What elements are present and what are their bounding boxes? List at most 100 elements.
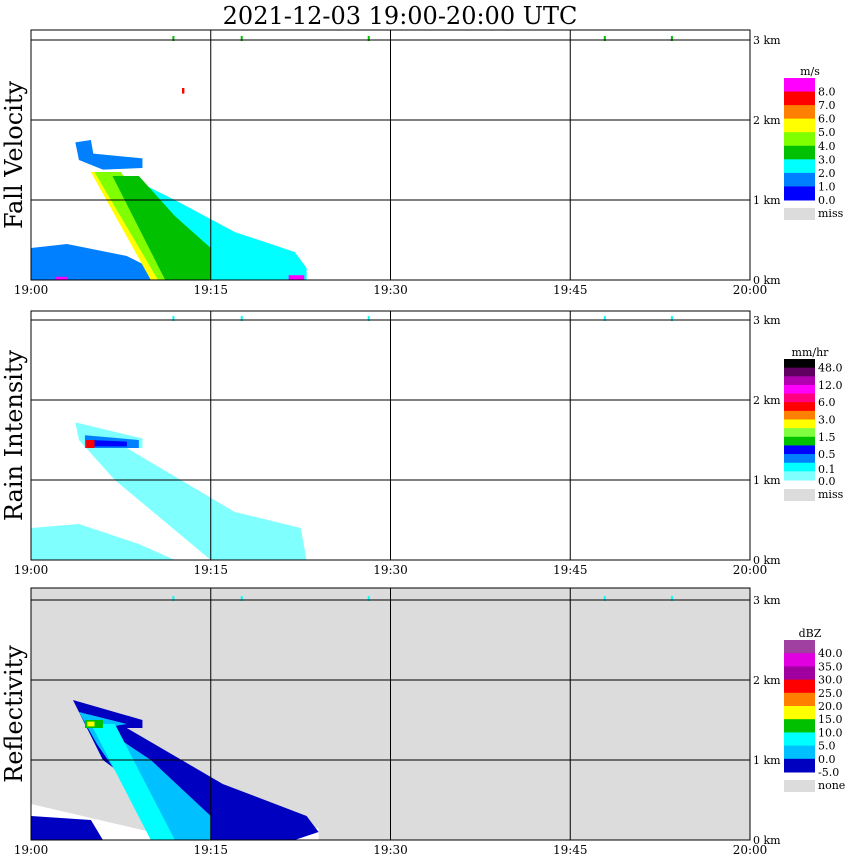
legend-label: 30.0 (818, 674, 843, 687)
y-tick-label: 0 km (753, 554, 781, 567)
legend-label: 5.0 (818, 740, 836, 753)
echo-region (75, 140, 143, 170)
figure-title: 2021-12-03 19:00-20:00 UTC (223, 2, 578, 30)
x-tick-label: 19:45 (553, 843, 588, 857)
echo-region (90, 440, 127, 447)
legend-miss-swatch (784, 208, 815, 220)
legend-swatch (784, 679, 815, 694)
legend-swatch (784, 91, 815, 106)
echo-speck (172, 596, 175, 601)
legend-swatch (784, 159, 815, 174)
legend-label: 5.0 (818, 126, 836, 139)
x-tick-label: 19:00 (14, 843, 49, 857)
legend-label: 48.0 (818, 362, 843, 375)
legend-label: 25.0 (818, 687, 843, 700)
legend-swatch (784, 186, 815, 201)
legend-unit: dBZ (799, 627, 822, 640)
legend-swatch (784, 132, 815, 147)
y-tick-label: 1 km (753, 194, 781, 207)
legend-swatch (784, 719, 815, 733)
y-tick-label: 3 km (753, 594, 781, 607)
panel-fall-velocity: 0 km 1 km 2 km 3 km 19:00 19:15 19:30 19:45 20:0… (0, 29, 844, 297)
legend-label: -5.0 (818, 766, 839, 779)
legend-label: 3.0 (818, 153, 836, 166)
legend-miss-swatch (784, 489, 815, 501)
legend-swatch (784, 118, 815, 133)
x-tick-label: 19:15 (193, 563, 228, 577)
legend-swatch (784, 145, 815, 160)
legend-swatch (784, 402, 815, 412)
echo-speck (603, 596, 606, 601)
y-axis-label: Rain Intensity (0, 350, 28, 522)
legend-swatch (784, 653, 815, 667)
y-tick-label: 0 km (753, 834, 781, 847)
echo-region (31, 816, 103, 840)
x-tick-label: 19:15 (193, 843, 228, 857)
x-tick-label: 19:00 (14, 283, 49, 297)
echo-speck (367, 596, 370, 601)
echo-region (54, 276, 67, 280)
panel-reflectivity: 0 km 1 km 2 km 3 km 19:00 19:15 19:30 19:45 20:0… (0, 587, 845, 857)
legend-label: 0.1 (818, 463, 836, 476)
x-tick-label: 19:15 (193, 283, 228, 297)
x-tick-label: 19:30 (373, 563, 408, 577)
y-tick-label: 2 km (753, 394, 781, 407)
legend-label: 1.5 (818, 431, 836, 444)
legend-label: 15.0 (818, 713, 843, 726)
legend-unit: mm/hr (792, 346, 830, 359)
legend-swatch (784, 692, 815, 707)
legend-swatch (784, 105, 815, 120)
y-tick-label: 3 km (753, 314, 781, 327)
y-tick-label: 2 km (753, 114, 781, 127)
y-axis-label: Reflectivity (0, 645, 28, 783)
legend-swatch (784, 172, 815, 187)
echo-speck (172, 36, 175, 41)
legend-swatch (784, 454, 815, 464)
legend-unit: m/s (800, 65, 820, 78)
y-axis-label: Fall Velocity (0, 81, 28, 230)
x-tick-label: 20:00 (733, 283, 768, 297)
legend-label: 1.0 (818, 180, 836, 193)
echo-speck (367, 36, 370, 41)
echo-speck (603, 36, 606, 41)
legend-swatch (784, 359, 815, 369)
y-tick-label: 1 km (753, 754, 781, 767)
legend-swatch (784, 666, 815, 681)
legend-label: 0.0 (818, 753, 836, 766)
echo-region (181, 88, 185, 94)
x-tick-label: 19:45 (553, 283, 588, 297)
legend-miss-swatch (784, 780, 815, 792)
echo-region (90, 724, 175, 840)
echo-speck (172, 316, 175, 321)
x-tick-label: 19:30 (373, 843, 408, 857)
legend-label: 35.0 (818, 660, 843, 673)
legend-label: 0.0 (818, 194, 836, 207)
legend-swatch (784, 410, 815, 420)
legend-swatch (784, 78, 815, 93)
legend-swatch (784, 393, 815, 403)
echo-region (87, 721, 95, 727)
x-tick-label: 19:45 (553, 563, 588, 577)
y-tick-label: 3 km (753, 34, 781, 47)
legend-swatch (784, 462, 815, 472)
legend-swatch (784, 376, 815, 386)
colorbar-legend: dBZ 40.035.030.025.020.015.010.05.00.0-5.… (784, 627, 845, 792)
legend-label: 40.0 (818, 647, 843, 660)
y-tick-label: 2 km (753, 674, 781, 687)
legend-label: 0.5 (818, 448, 836, 461)
legend-swatch (784, 758, 815, 773)
legend-swatch (784, 706, 815, 720)
legend-swatch (784, 445, 815, 455)
legend-label: 2.0 (818, 167, 836, 180)
legend-swatch (784, 428, 815, 438)
echo-region (31, 244, 175, 280)
x-tick-label: 19:30 (373, 283, 408, 297)
echo-speck (367, 316, 370, 321)
y-tick-label: 1 km (753, 474, 781, 487)
legend-swatch (784, 384, 815, 395)
x-tick-label: 20:00 (733, 843, 768, 857)
echo-speck (240, 36, 243, 41)
